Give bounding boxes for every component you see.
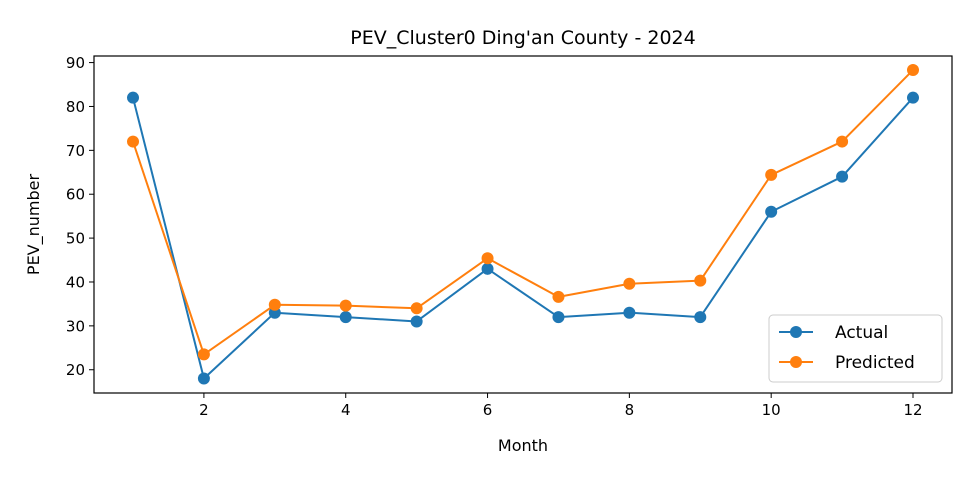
legend-label-predicted: Predicted	[835, 353, 915, 373]
data-point-actual	[836, 170, 849, 183]
data-point-actual	[765, 205, 778, 218]
x-tick-label: 6	[483, 401, 493, 419]
data-point-predicted	[268, 298, 281, 311]
x-tick-label: 8	[625, 401, 635, 419]
y-tick-label: 50	[66, 230, 85, 248]
data-point-actual	[127, 91, 139, 104]
data-point-actual	[481, 262, 494, 275]
data-point-actual	[410, 315, 423, 328]
data-point-actual	[339, 311, 352, 324]
data-point-predicted	[765, 168, 778, 181]
series-line-actual	[132, 97, 914, 380]
legend-marker-actual	[790, 326, 802, 338]
y-tick-label: 80	[66, 98, 85, 116]
y-tick-label: 40	[66, 273, 85, 291]
data-point-predicted	[623, 277, 636, 290]
data-point-predicted	[481, 252, 494, 265]
series-line-predicted	[132, 69, 914, 356]
y-tick-label: 90	[66, 54, 85, 72]
data-point-actual	[694, 311, 707, 324]
data-point-actual	[197, 372, 210, 385]
plot-marks	[127, 64, 919, 385]
data-point-actual	[907, 91, 919, 104]
chart-title: PEV_Cluster0 Ding'an County - 2024	[350, 27, 695, 49]
data-point-predicted	[552, 290, 565, 303]
data-point-predicted	[694, 274, 707, 287]
y-axis-label: PEV_number	[24, 174, 44, 276]
x-tick-label: 12	[903, 401, 922, 419]
legend-marker-predicted	[790, 356, 802, 368]
y-tick-label: 70	[66, 142, 85, 160]
x-axis-label: Month	[498, 436, 548, 455]
data-point-predicted	[836, 135, 849, 148]
x-tick-label: 2	[199, 401, 209, 419]
data-point-predicted	[197, 348, 210, 361]
data-point-predicted	[410, 302, 423, 315]
plot-frame	[93, 55, 953, 394]
data-point-predicted	[339, 299, 352, 312]
legend: Actual Predicted	[768, 314, 943, 383]
x-tick-label: 4	[341, 401, 351, 419]
data-point-predicted	[907, 64, 919, 77]
x-tick-label: 10	[762, 401, 781, 419]
data-point-actual	[552, 311, 565, 324]
y-axis-ticks: 20 30 40 50 60 70 80 90	[66, 54, 94, 379]
y-tick-label: 30	[66, 317, 85, 335]
y-tick-label: 20	[66, 361, 85, 379]
legend-label-actual: Actual	[835, 323, 888, 343]
data-point-actual	[623, 306, 636, 319]
y-tick-label: 60	[66, 186, 85, 204]
x-axis-ticks: 2 4 6 8 10 12	[199, 393, 923, 419]
data-point-predicted	[127, 135, 139, 148]
